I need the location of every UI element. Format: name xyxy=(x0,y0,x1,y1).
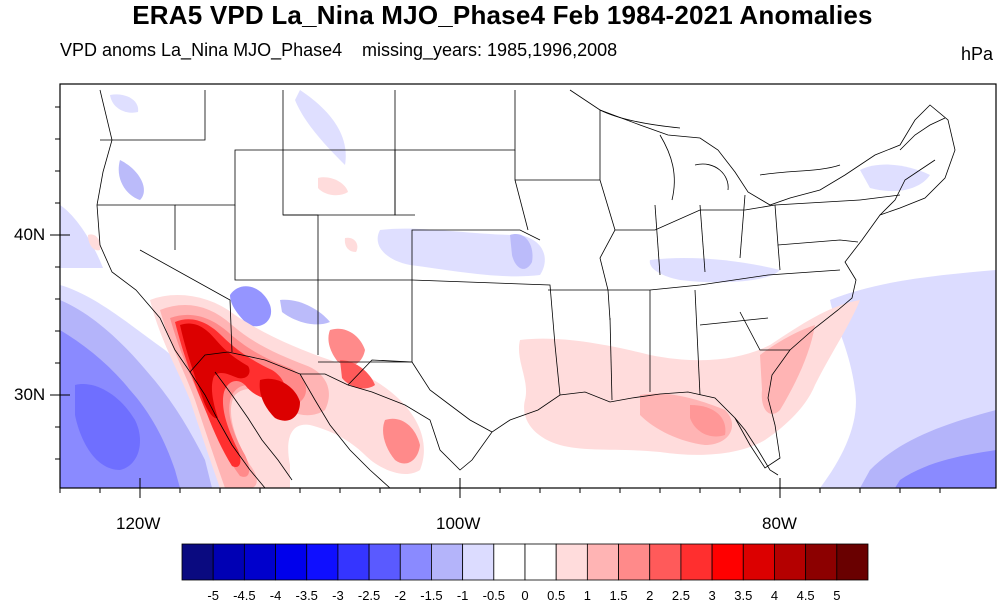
colorbar-swatch xyxy=(306,543,339,581)
colorbar-tick-label: 5 xyxy=(833,588,841,603)
colorbar-tick-label: 2 xyxy=(646,588,654,603)
colorbar-tick-label: 0.5 xyxy=(547,588,566,603)
colorbar-tick-label: -5 xyxy=(207,588,219,603)
colorbar-swatch xyxy=(493,543,526,581)
southwest-positive-anomaly xyxy=(150,295,424,488)
southeast-positive-anomaly xyxy=(518,300,860,455)
colorbar-swatch xyxy=(431,543,464,581)
lon-label-80w: 80W xyxy=(762,514,797,533)
colorbar-tick-label: 3 xyxy=(708,588,716,603)
colorbar-swatch xyxy=(399,543,432,581)
map-title: ERA5 VPD La_Nina MJO_Phase4 Feb 1984-202… xyxy=(132,0,873,30)
colorbar-swatch xyxy=(212,543,245,581)
colorbar-swatch xyxy=(618,543,651,581)
colorbar-tick-label: -0.5 xyxy=(482,588,506,603)
colorbar-swatch xyxy=(805,543,838,581)
minor-positive-anomaly xyxy=(88,177,358,252)
colorbar-tick-label: -1.5 xyxy=(420,588,443,603)
missing-years-subtitle: missing_years: 1985,1996,2008 xyxy=(362,40,618,60)
colorbar-tick-label: -4.5 xyxy=(233,588,256,603)
map-frame xyxy=(59,83,997,489)
colorbar-swatch xyxy=(711,543,744,581)
colorbar-tick-label: 0 xyxy=(521,588,529,603)
colorbar-tick-label: -2 xyxy=(394,588,407,603)
colorbar-swatch xyxy=(337,543,370,581)
lat-label-30n: 30N xyxy=(14,385,46,404)
colorbar-tick-label: 3.5 xyxy=(734,588,753,603)
colorbar-tick-label: -1 xyxy=(456,588,469,603)
lat-label-40n: 40N xyxy=(14,225,46,244)
pacific-negative-anomaly xyxy=(60,205,248,488)
colorbar-tick-label: -3 xyxy=(332,588,344,603)
lon-label-120w: 120W xyxy=(116,514,161,533)
colorbar-swatch xyxy=(524,543,557,581)
atlantic-negative-anomaly xyxy=(820,270,996,488)
colorbar-swatch xyxy=(680,543,713,581)
colorbar-swatch xyxy=(742,543,775,581)
colorbar-swatch xyxy=(181,543,214,581)
units-label: hPa xyxy=(960,44,993,64)
colorbar-swatch xyxy=(555,543,588,581)
colorbar-tick-label: 1.5 xyxy=(609,588,628,603)
colorbar-tick-label: -3.5 xyxy=(295,588,318,603)
map-plot-area xyxy=(60,84,996,488)
colorbar xyxy=(181,543,869,581)
latitude-ticks xyxy=(50,106,60,460)
longitude-ticks xyxy=(59,488,941,498)
colorbar-swatch xyxy=(368,543,401,581)
colorbar-swatch xyxy=(243,543,276,581)
colorbar-swatch xyxy=(586,543,619,581)
colorbar-tick-label: 2.5 xyxy=(671,588,690,603)
lon-label-100w: 100W xyxy=(436,514,481,533)
colorbar-swatch xyxy=(774,543,807,581)
variable-subtitle: VPD anoms La_Nina MJO_Phase4 xyxy=(60,40,343,60)
interior-negative-anomaly xyxy=(110,90,930,327)
colorbar-swatch xyxy=(275,543,308,581)
colorbar-swatch xyxy=(836,543,869,581)
colorbar-tick-label: 4 xyxy=(770,588,779,603)
political-boundaries xyxy=(96,89,956,488)
colorbar-tick-label: 4.5 xyxy=(796,588,815,603)
colorbar-tick-label: 1 xyxy=(583,588,591,603)
colorbar-swatch xyxy=(649,543,682,581)
colorbar-tick-label: -2.5 xyxy=(357,588,381,603)
colorbar-swatch xyxy=(462,543,495,581)
map-graticule-ticks xyxy=(60,234,781,488)
colorbar-tick-label: -4 xyxy=(269,588,282,603)
